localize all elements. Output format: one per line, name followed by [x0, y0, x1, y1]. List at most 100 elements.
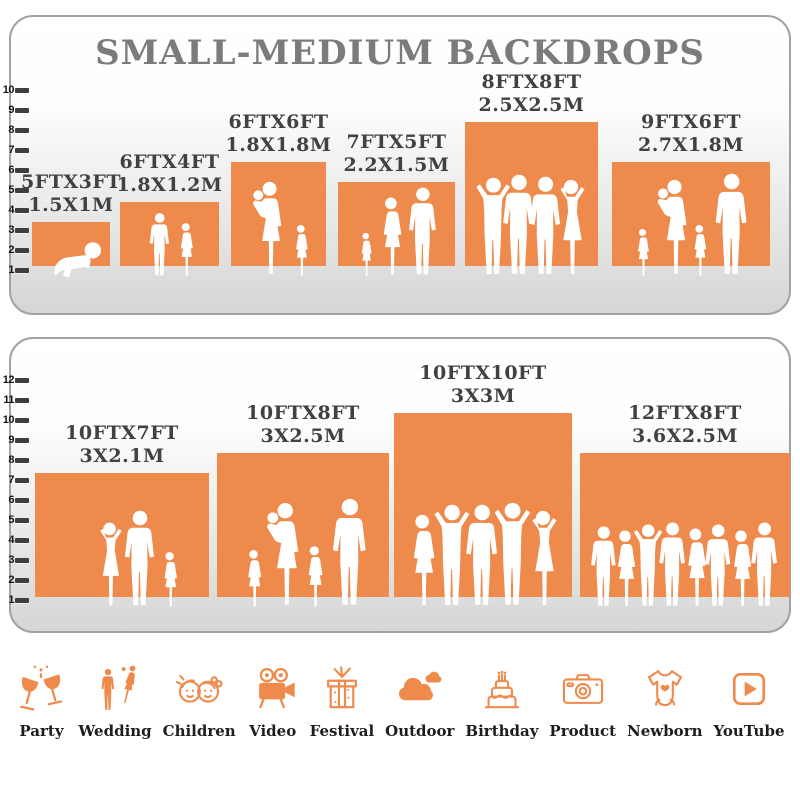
backdrop-size-m: 2.2X1.5M: [343, 153, 450, 176]
ruler-tick: 8: [0, 454, 29, 466]
category-label: Video: [249, 722, 297, 740]
ruler-tick-label: 6: [8, 494, 14, 506]
ruler-tick: 2: [0, 244, 29, 256]
ruler-tick-bar: [15, 437, 29, 443]
category-item: Children: [163, 663, 236, 740]
backdrop-size-label: 5FTX3FT 1.5X1M: [21, 171, 121, 217]
backdrop-size-m: 3X2.1M: [79, 444, 165, 467]
ruler-tick-bar: [15, 167, 29, 173]
ruler-tick-bar: [15, 417, 29, 423]
backdrop-size-m: 1.8X1.8M: [225, 133, 332, 156]
ruler-tick-label: 3: [8, 224, 14, 236]
ruler-tick-bar: [15, 147, 29, 153]
ruler-tick: 9: [0, 104, 29, 116]
category-item: Wedding: [78, 663, 152, 740]
product-icon: [557, 663, 609, 715]
people-silhouettes: [473, 173, 591, 278]
category-label: YouTube: [713, 722, 785, 740]
ruler-tick-label: 3: [8, 554, 14, 566]
outdoor-icon: [394, 663, 446, 715]
panel-small-medium-backdrops: SMALL-MEDIUM BACKDROPS 10 9 8 7 6 5 4 3 2 1 5FTX3F…: [3, 15, 791, 315]
ruler-tick-bar: [15, 597, 29, 603]
ruler-tick-bar: [15, 267, 29, 273]
ruler-tick-label: 6: [8, 164, 14, 176]
people-silhouettes: [142, 212, 197, 278]
backdrop-size-label: 6FTX4FT 1.8X1.2M: [117, 151, 223, 197]
backdrop-size-label: 10FTX10FT 3X3M: [419, 362, 546, 408]
ruler-tick: 12: [0, 374, 29, 386]
people-silhouettes: [403, 501, 563, 609]
ruler-tick-label: 5: [8, 184, 14, 196]
category-label: Outdoor: [385, 722, 455, 740]
ruler-tick: 8: [0, 124, 29, 136]
ruler-tick-label: 4: [8, 534, 14, 546]
backdrop-size-label: 12FTX8FT 3.6X2.5M: [628, 402, 742, 448]
category-label: Children: [162, 722, 236, 740]
ruler-tick: 10: [0, 414, 29, 426]
ruler-tick: 11: [0, 394, 29, 406]
wedding-icon: [89, 663, 141, 715]
ruler-tick: 2: [0, 574, 29, 586]
people-silhouettes: [62, 509, 182, 609]
people-silhouettes: [234, 497, 373, 609]
backdrop-rect: 9FTX6FT 2.7X1.8M: [612, 111, 770, 276]
ruler-tick: 7: [0, 144, 29, 156]
ruler-tick-label: 10: [2, 414, 15, 426]
ruler-tick-bar: [15, 127, 29, 133]
backdrop-size-label: 10FTX7FT 3X2.1M: [65, 422, 179, 468]
backdrop-rect: 7FTX5FT 2.2X1.5M: [338, 131, 455, 277]
people-silhouettes: [37, 238, 105, 278]
ruler-tick-label: 2: [8, 574, 14, 586]
backdrop-size-label: 6FTX6FT 1.8X1.8M: [226, 111, 332, 157]
backdrop-size-ft: 8FTX8FT: [481, 70, 582, 93]
birthday-icon: [476, 663, 528, 715]
ruler-tick-bar: [15, 497, 29, 503]
panel-medium-large-backdrops: 12 11 10 9 8 7 6 5 4 3 2 1 10FTX7FT 3X2.1M 10FTX8FT 3X2…: [3, 337, 791, 633]
ruler-tick: 6: [0, 164, 29, 176]
backdrop-size-ft: 10FTX10FT: [419, 361, 547, 384]
backdrop-rect: 5FTX3FT 1.5X1M: [21, 171, 120, 278]
people-silhouettes: [246, 180, 312, 278]
backdrop-rect: 12FTX8FT 3.6X2.5M: [580, 402, 790, 606]
ruler-tick-label: 9: [8, 104, 14, 116]
backdrop-rect: 10FTX7FT 3X2.1M: [35, 422, 209, 607]
backdrop-size-label: 10FTX8FT 3X2.5M: [246, 402, 360, 448]
ruler-tick-label: 8: [8, 454, 14, 466]
category-item: Birthday: [465, 663, 538, 740]
party-icon: [15, 663, 67, 715]
ruler-tick-bar: [15, 577, 29, 583]
ruler-tick: 6: [0, 494, 29, 506]
backdrop-rect: 8FTX8FT 2.5X2.5M: [465, 71, 598, 275]
ruler-tick-bar: [15, 477, 29, 483]
people-silhouettes: [629, 172, 754, 278]
ruler-tick: 4: [0, 534, 29, 546]
category-item: Party: [15, 663, 67, 740]
backdrop-size-ft: 9FTX6FT: [641, 110, 741, 133]
ruler-tick: 9: [0, 434, 29, 446]
ruler-tick-label: 2: [8, 244, 14, 256]
backdrop-size-label: 9FTX6FT 2.7X1.8M: [638, 111, 744, 157]
people-silhouettes: [352, 186, 441, 278]
ruler-tick-bar: [15, 227, 29, 233]
category-item: Outdoor: [385, 663, 454, 740]
category-row: Party Wedding Children Video Festival Outdoor…: [10, 663, 790, 740]
ruler-tick-bar: [15, 557, 29, 563]
category-label: Newborn: [627, 722, 703, 740]
backdrop-rect: 6FTX6FT 1.8X1.8M: [226, 111, 331, 276]
backdrop-size-ft: 7FTX5FT: [346, 130, 447, 153]
ruler-tick: 3: [0, 224, 29, 236]
ruler-tick-label: 5: [8, 514, 14, 526]
category-item: Festival: [310, 663, 374, 740]
backdrop-size-ft: 10FTX8FT: [246, 401, 360, 424]
video-icon: [247, 663, 299, 715]
category-label: Party: [19, 722, 64, 740]
ruler-tick-bar: [15, 207, 29, 213]
ruler-tick-bar: [15, 107, 29, 113]
category-item: Newborn: [627, 663, 703, 740]
ruler-tick-label: 1: [8, 264, 14, 276]
ruler-tick-bar: [15, 87, 29, 93]
ruler-tick-bar: [15, 187, 29, 193]
ruler-tick: 5: [0, 184, 29, 196]
backdrop-size-m: 1.5X1M: [28, 193, 114, 216]
ruler-tick-label: 8: [8, 124, 14, 136]
